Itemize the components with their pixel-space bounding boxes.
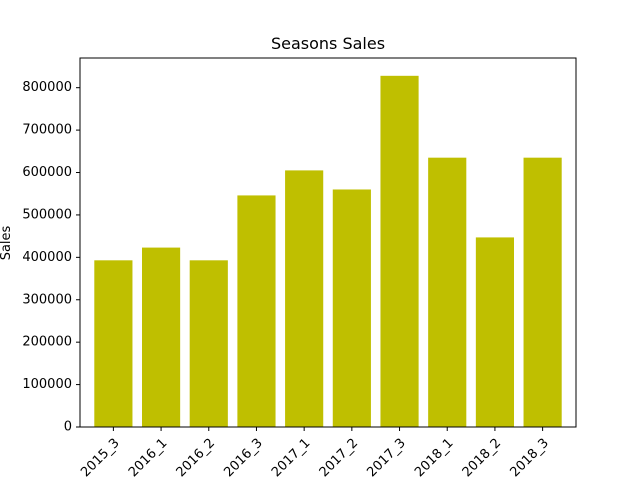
bars-group (94, 75, 562, 428)
bar-2017_1 (285, 170, 324, 427)
y-tick-label: 400000 (22, 250, 72, 265)
bar-2017_2 (332, 189, 371, 427)
y-tick-label: 200000 (22, 335, 72, 350)
y-tick-label: 800000 (22, 80, 72, 95)
y-tick-label: 300000 (22, 292, 72, 307)
bar-2018_1 (428, 157, 467, 427)
x-tick-label: 2017_1 (269, 436, 313, 480)
y-tick-label: 0 (64, 420, 72, 435)
x-tick-label: 2017_3 (364, 436, 408, 480)
bar-2017_3 (380, 75, 419, 428)
bar-2016_2 (189, 260, 228, 427)
y-tick-label: 100000 (22, 377, 72, 392)
bar-2016_1 (142, 247, 181, 427)
plot-frame (79, 57, 577, 428)
chart-title: Seasons Sales (271, 34, 385, 53)
x-axis-ticks: 2015_3 2016_1 2016_2 2016_3 2017_1 2017_2 2017… (78, 427, 552, 480)
bar-2018_2 (475, 237, 514, 427)
x-tick-label: 2016_3 (221, 436, 265, 480)
bar-2018_3 (523, 157, 562, 427)
y-axis-ticks: 0 100000 200000 300000 400000 500000 600000 700… (22, 80, 80, 435)
bar-2015_3 (94, 260, 133, 427)
y-tick-label: 700000 (22, 123, 72, 138)
x-tick-label: 2016_1 (126, 436, 170, 480)
y-axis-label: Sales (0, 225, 14, 260)
y-tick-label: 500000 (22, 207, 72, 222)
bar-2016_3 (237, 195, 276, 427)
x-tick-label: 2017_2 (317, 436, 361, 480)
x-tick-label: 2018_1 (412, 436, 456, 480)
x-tick-label: 2015_3 (78, 436, 122, 480)
x-tick-label: 2016_2 (174, 436, 218, 480)
x-tick-label: 2018_2 (460, 436, 504, 480)
x-tick-label: 2018_3 (507, 436, 551, 480)
y-tick-label: 600000 (22, 165, 72, 180)
